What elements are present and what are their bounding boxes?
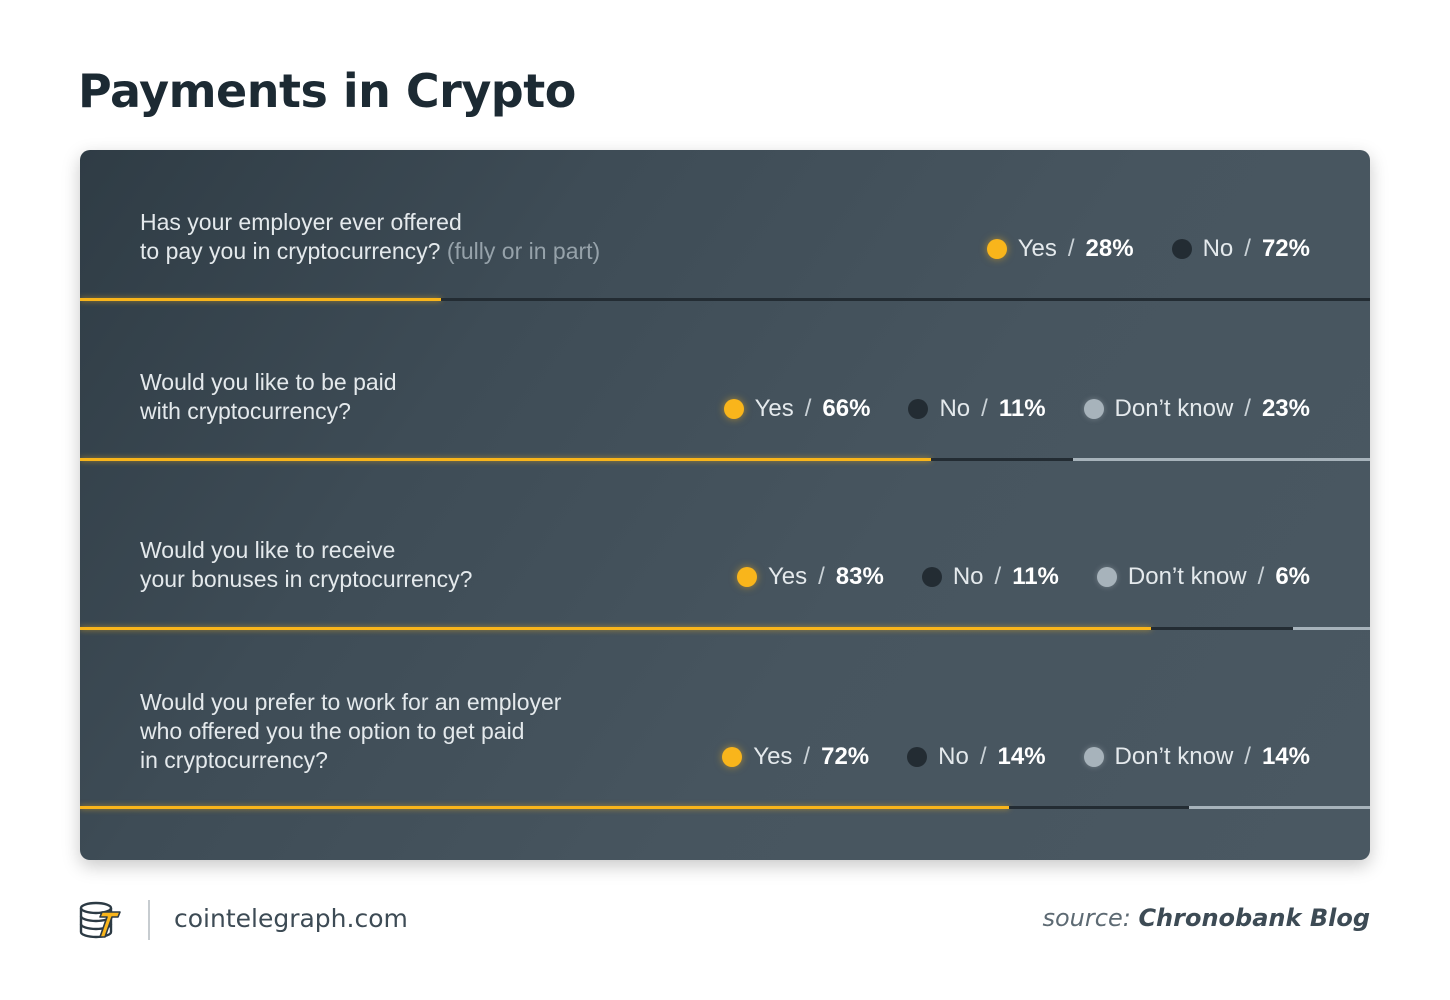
legend-value: 28% [1085,235,1134,262]
legend-separator: / [1067,235,1075,262]
response-legend: Yes / 72% No / 14% Don’t know / 14% [722,743,1310,771]
stacked-bar [80,806,1370,809]
legend-dot-icon [921,567,942,587]
legend-item-yes: Yes / 66% [723,395,871,423]
legend-label: Don’t know [1114,395,1234,422]
legend-dot-icon [722,747,743,767]
legend-value: 11% [998,395,1046,422]
question-line: with cryptocurrency? [140,398,351,424]
legend-separator: / [818,563,825,590]
question-line: Has your employer ever offered [140,209,462,235]
response-legend: Yes / 66% No / 11% Don’t know / 23% [723,395,1310,423]
question-note: (fully or in part) [446,238,601,264]
footer-site-link[interactable]: cointelegraph.com [174,904,408,933]
bar-segment-no [1009,806,1189,809]
legend-item-no: No / 11% [921,563,1059,591]
question-line: who offered you the option to get paid [140,718,525,744]
legend-separator: / [994,563,1002,590]
source-name: Chronobank Blog [1138,904,1370,932]
question-text: Would you like to receive your bonuses in… [140,536,472,594]
legend-label: No [939,395,971,422]
question-line: Would you like to receive [140,537,396,563]
legend-dot-icon [908,399,929,419]
page-title: Payments in Crypto [78,64,576,118]
legend-dot-icon [736,567,757,587]
stacked-bar [80,458,1370,461]
source-prefix: source: [1042,904,1131,932]
legend-dot-icon [723,399,744,419]
legend-value: 11% [1012,563,1059,590]
legend-value: 66% [822,395,871,422]
legend-label: No [938,743,969,770]
bar-segment-no [931,458,1073,461]
legend-item-yes: Yes / 28% [986,235,1134,263]
bar-segment-dont-know [1073,458,1370,461]
legend-label: Yes [1017,235,1057,262]
legend-item-yes: Yes / 83% [736,563,884,591]
legend-value: 72% [821,743,870,770]
legend-dot-icon [907,747,928,767]
legend-label: Yes [754,395,794,422]
legend-value: 23% [1261,395,1310,422]
legend-label: Don’t know [1114,743,1234,770]
bar-segment-no [1151,627,1293,630]
question-line: your bonuses in cryptocurrency? [140,566,473,592]
legend-separator: / [1244,743,1251,770]
response-legend: Yes / 83% No / 11% Don’t know / 6% [736,563,1310,591]
legend-separator: / [803,743,811,770]
legend-separator: / [1244,235,1251,262]
legend-item-dont-know: Don’t know / 14% [1083,743,1310,771]
question-line: to pay you in cryptocurrency? [140,238,441,264]
footer-source: source: Chronobank Blog [1042,904,1370,932]
response-legend: Yes / 28% No / 72% [986,235,1310,263]
legend-label: No [952,563,984,590]
footer-divider [148,900,150,940]
legend-separator: / [804,395,812,422]
legend-value: 14% [997,743,1046,770]
bar-segment-dont-know [1293,627,1370,630]
legend-dot-icon [1083,747,1104,767]
legend-dot-icon [1096,567,1117,587]
question-line: Would you prefer to work for an employer [140,689,562,715]
legend-item-dont-know: Don’t know / 6% [1096,563,1310,591]
legend-dot-icon [1171,239,1192,259]
cointelegraph-logo-icon [79,901,121,939]
question-line: Would you like to be paid [140,369,397,395]
question-text: Would you like to be paid with cryptocurr… [140,368,397,426]
legend-dot-icon [986,239,1007,259]
bar-segment-yes [80,458,931,461]
legend-value: 72% [1261,235,1310,262]
legend-label: Yes [753,743,793,770]
stacked-bar [80,298,1370,301]
legend-label: Don’t know [1127,563,1247,590]
stacked-bar [80,627,1370,630]
legend-separator: / [1244,395,1251,422]
legend-separator: / [1257,563,1265,590]
question-text: Has your employer ever offered to pay you… [140,208,600,266]
bar-segment-yes [80,298,441,301]
bar-segment-no [441,298,1370,301]
legend-label: No [1202,235,1234,262]
legend-item-yes: Yes / 72% [722,743,869,771]
legend-label: Yes [767,563,808,590]
legend-separator: / [979,743,987,770]
bar-segment-yes [80,627,1151,630]
bar-segment-yes [80,806,1009,809]
question-line: in cryptocurrency? [140,747,328,773]
question-text: Would you prefer to work for an employer… [140,688,561,775]
legend-item-dont-know: Don’t know / 23% [1083,395,1310,423]
legend-value: 83% [835,563,884,590]
legend-item-no: No / 11% [908,395,1046,423]
legend-value: 6% [1275,563,1310,590]
legend-value: 14% [1261,743,1310,770]
legend-item-no: No / 72% [1171,235,1310,263]
legend-dot-icon [1083,399,1104,419]
legend-item-no: No / 14% [907,743,1046,771]
legend-separator: / [981,395,988,422]
bar-segment-dont-know [1189,806,1370,809]
survey-panel: Has your employer ever offered to pay you… [80,150,1370,860]
